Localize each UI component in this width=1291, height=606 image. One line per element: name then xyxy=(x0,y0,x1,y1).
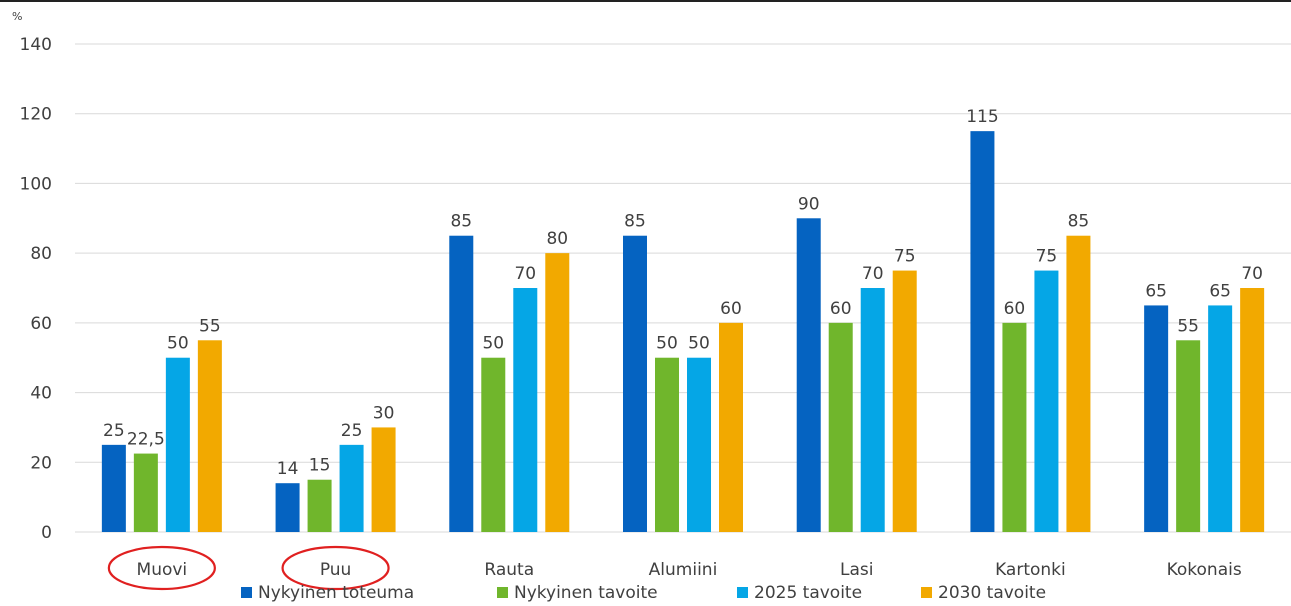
legend-label: Nykyinen toteuma xyxy=(258,583,414,603)
data-label: 85 xyxy=(1068,212,1090,232)
data-label: 15 xyxy=(309,456,331,476)
y-tick-label: 140 xyxy=(20,35,52,55)
x-tick-label: Puu xyxy=(320,560,352,580)
data-label: 85 xyxy=(450,212,472,232)
x-tick-label: Rauta xyxy=(484,560,534,580)
bar xyxy=(655,357,679,532)
legend-swatch xyxy=(241,587,252,598)
data-label: 50 xyxy=(656,334,678,354)
bar xyxy=(828,322,853,532)
bar xyxy=(513,288,538,532)
x-tick-label: Alumiini xyxy=(649,560,718,580)
y-axis-unit-label: % xyxy=(12,10,22,23)
bar xyxy=(275,483,300,532)
data-label: 25 xyxy=(341,421,363,441)
bar xyxy=(970,131,995,532)
bar xyxy=(481,357,506,532)
data-label: 65 xyxy=(1145,281,1167,301)
bar xyxy=(796,218,821,533)
y-tick-label: 40 xyxy=(30,384,52,404)
bar xyxy=(449,235,474,532)
bar xyxy=(197,340,222,532)
data-label: 65 xyxy=(1209,281,1231,301)
data-label: 14 xyxy=(277,459,299,479)
bar xyxy=(1240,288,1265,532)
bar xyxy=(623,235,647,532)
bar xyxy=(1144,305,1169,532)
data-label: 60 xyxy=(720,299,742,319)
bar xyxy=(545,253,570,532)
bar xyxy=(1176,340,1201,532)
highlight-circle xyxy=(107,545,216,591)
data-label: 50 xyxy=(167,334,189,354)
legend-swatch xyxy=(921,587,932,598)
data-label: 50 xyxy=(482,334,504,354)
bar xyxy=(1002,322,1027,532)
data-label: 80 xyxy=(546,229,568,249)
data-label: 75 xyxy=(894,247,916,267)
legend-swatch xyxy=(497,587,508,598)
bar xyxy=(1208,305,1233,532)
data-label: 85 xyxy=(624,212,646,232)
legend-swatch xyxy=(737,587,748,598)
bar xyxy=(101,444,126,532)
data-label: 90 xyxy=(798,194,820,214)
legend-label: Nykyinen tavoite xyxy=(514,583,658,603)
legend-label: 2025 tavoite xyxy=(754,583,862,603)
bar xyxy=(1066,235,1091,532)
bar xyxy=(133,453,158,532)
bar xyxy=(719,322,743,532)
data-label: 70 xyxy=(1241,264,1263,284)
bar xyxy=(892,270,917,532)
bar xyxy=(339,444,364,532)
bar xyxy=(307,479,332,532)
bar xyxy=(165,357,190,532)
x-tick-label: Kokonais xyxy=(1167,560,1242,580)
data-label: 30 xyxy=(373,403,395,423)
x-tick-label: Muovi xyxy=(137,560,188,580)
bar xyxy=(1034,270,1059,532)
y-tick-label: 20 xyxy=(30,453,52,473)
bar xyxy=(687,357,711,532)
data-label: 115 xyxy=(966,107,998,127)
data-label: 22,5 xyxy=(127,430,165,450)
bar xyxy=(860,288,885,532)
data-label: 70 xyxy=(514,264,536,284)
data-label: 60 xyxy=(830,299,852,319)
legend-label: 2030 tavoite xyxy=(938,583,1046,603)
y-tick-label: 80 xyxy=(30,244,52,264)
top-border xyxy=(0,0,1291,2)
data-label: 70 xyxy=(862,264,884,284)
data-label: 55 xyxy=(1177,316,1199,336)
x-tick-label: Lasi xyxy=(840,560,873,580)
highlight-circle xyxy=(281,545,390,591)
y-tick-label: 120 xyxy=(20,105,52,125)
y-tick-label: 0 xyxy=(41,523,52,543)
bar xyxy=(371,427,396,532)
y-tick-label: 60 xyxy=(30,314,52,334)
x-tick-label: Kartonki xyxy=(995,560,1066,580)
data-label: 25 xyxy=(103,421,125,441)
data-label: 50 xyxy=(688,334,710,354)
data-label: 60 xyxy=(1004,299,1026,319)
y-tick-label: 100 xyxy=(20,174,52,194)
data-label: 55 xyxy=(199,316,221,336)
data-label: 75 xyxy=(1036,247,1058,267)
